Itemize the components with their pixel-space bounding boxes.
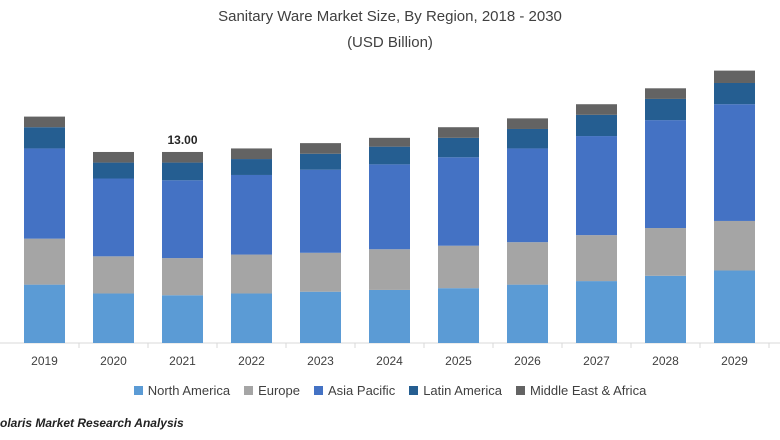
bar-2024-middle-east-africa [369, 137, 410, 147]
chart-legend: North America Europe Asia Pacific Latin Ame… [0, 383, 780, 398]
bar-2021-europe [162, 258, 203, 296]
legend-swatch [244, 386, 254, 395]
bar-2028-europe [645, 228, 686, 276]
bar-2020-north-america [93, 293, 134, 343]
bar-2025-middle-east-africa [438, 127, 479, 138]
legend-item-middle-east-africa: Middle East & Africa [515, 383, 647, 398]
x-tick-label-2024: 2024 [376, 354, 403, 368]
bar-2026-north-america [507, 284, 548, 343]
x-tick-label-2025: 2025 [445, 354, 472, 368]
x-tick-label-2019: 2019 [31, 354, 58, 368]
bar-2022-asia-pacific [231, 174, 272, 255]
bar-2023-latin-america [300, 153, 341, 170]
legend-label: North America [147, 383, 231, 398]
bar-2022-north-america [231, 293, 272, 343]
x-tick-label-2027: 2027 [583, 354, 610, 368]
bar-2020-middle-east-africa [93, 151, 134, 163]
data-label-2021: 13.00 [167, 133, 197, 147]
bar-2019-asia-pacific [24, 148, 65, 239]
chart-title: Sanitary Ware Market Size, By Region, 20… [218, 8, 562, 25]
chart-subtitle: (USD Billion) [347, 34, 433, 51]
bar-2022-latin-america [231, 159, 272, 175]
bar-2026-latin-america [507, 128, 548, 149]
legend-label: Middle East & Africa [529, 383, 647, 398]
bar-2028-latin-america [645, 98, 686, 121]
bar-2022-middle-east-africa [231, 148, 272, 160]
bar-2029-north-america [714, 270, 755, 343]
bar-2021-north-america [162, 295, 203, 343]
bar-2027-europe [576, 235, 617, 282]
x-tick-label-2028: 2028 [652, 354, 679, 368]
bar-2021-asia-pacific [162, 180, 203, 259]
bar-2019-latin-america [24, 127, 65, 149]
bar-2024-north-america [369, 289, 410, 343]
bar-2025-asia-pacific [438, 157, 479, 246]
bar-2025-north-america [438, 288, 479, 343]
bar-2024-europe [369, 249, 410, 290]
legend-swatch [515, 386, 525, 395]
legend-item-asia-pacific: Asia Pacific [314, 383, 395, 398]
source-footer: olaris Market Research Analysis [0, 416, 184, 430]
bar-2026-europe [507, 242, 548, 285]
bar-2029-middle-east-africa [714, 70, 755, 83]
bar-2025-europe [438, 245, 479, 289]
legend-label: Europe [258, 383, 300, 398]
bar-2021-middle-east-africa [162, 151, 203, 163]
legend-swatch [314, 386, 323, 395]
bar-2029-asia-pacific [714, 104, 755, 221]
bar-2023-europe [300, 252, 341, 292]
bar-2019-europe [24, 238, 65, 285]
bar-2026-middle-east-africa [507, 118, 548, 129]
bar-2025-latin-america [438, 137, 479, 158]
legend-swatch [409, 386, 419, 395]
bar-2027-latin-america [576, 114, 617, 137]
bar-2022-europe [231, 254, 272, 294]
x-tick-label-2026: 2026 [514, 354, 541, 368]
legend-item-europe: Europe [244, 383, 300, 398]
bar-2027-asia-pacific [576, 136, 617, 236]
bar-2027-middle-east-africa [576, 104, 617, 115]
x-tick-label-2021: 2021 [169, 354, 196, 368]
bar-2020-europe [93, 256, 134, 294]
x-tick-label-2020: 2020 [100, 354, 127, 368]
bar-2026-asia-pacific [507, 148, 548, 243]
bar-2020-latin-america [93, 162, 134, 179]
bar-2028-middle-east-africa [645, 88, 686, 99]
stacked-bar-chart: 2019 2020 2021 13.00 2022 2023 2024 2025 2026 202… [0, 70, 780, 368]
bar-2029-europe [714, 220, 755, 271]
x-tick-label-2029: 2029 [721, 354, 748, 368]
bar-2023-middle-east-africa [300, 143, 341, 154]
bar-2029-latin-america [714, 82, 755, 105]
bar-2019-middle-east-africa [24, 116, 65, 128]
bar-2020-asia-pacific [93, 178, 134, 257]
bar-2021-latin-america [162, 162, 203, 181]
x-tick-label-2023: 2023 [307, 354, 334, 368]
x-tick-label-2022: 2022 [238, 354, 265, 368]
bar-2028-north-america [645, 275, 686, 343]
bar-2023-north-america [300, 291, 341, 343]
legend-label: Latin America [423, 383, 502, 398]
bar-2028-asia-pacific [645, 120, 686, 229]
bar-2027-north-america [576, 281, 617, 343]
legend-item-latin-america: Latin America [409, 383, 502, 398]
bar-2023-asia-pacific [300, 169, 341, 253]
legend-swatch [133, 386, 143, 395]
legend-item-north-america: North America [133, 383, 231, 398]
legend-label: Asia Pacific [328, 383, 396, 398]
bar-2024-asia-pacific [369, 164, 410, 250]
bar-2019-north-america [24, 284, 65, 343]
bar-2024-latin-america [369, 146, 410, 165]
